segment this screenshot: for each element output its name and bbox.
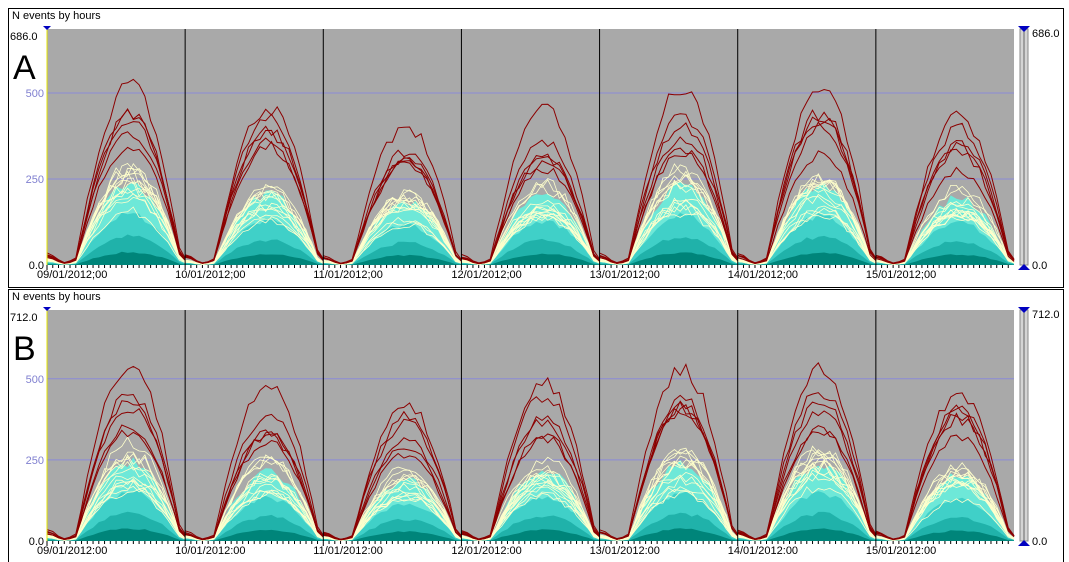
series-line-mid xyxy=(599,486,738,541)
series-line-peak xyxy=(184,384,324,540)
y-tick-label: 0.0 xyxy=(29,536,44,548)
area-fill xyxy=(47,528,186,541)
area-fill xyxy=(737,528,876,541)
series-line-peak xyxy=(875,141,1015,264)
series-line-peak xyxy=(599,149,739,264)
series-line-peak xyxy=(46,121,186,264)
series-line-mid xyxy=(461,211,600,265)
chart-panel-a: 500 250 0.0 09/01/2012;00 10/01/2012;00 11/01… xyxy=(8,8,1064,288)
area-fill xyxy=(461,253,600,265)
y-max-label-b: 712.0 xyxy=(10,312,38,324)
x-tick-label: 12/01/2012:00 xyxy=(451,545,521,557)
series-line-mid xyxy=(599,448,738,541)
y-tick-label: 500 xyxy=(26,88,44,100)
slider-bottom-handle xyxy=(1018,540,1030,546)
series-line-mid xyxy=(599,174,738,265)
series-line-peak xyxy=(46,393,186,540)
series-line-mid xyxy=(875,462,1015,541)
y-min-right-label: 0.0 xyxy=(1032,536,1047,548)
series-line-peak xyxy=(46,78,186,264)
x-tick-label: 09/01/2012;00 xyxy=(37,269,107,281)
x-tick-label: 14/01/2012;00 xyxy=(728,269,798,281)
series-line-mid xyxy=(599,202,738,265)
series-line-peak xyxy=(461,103,601,264)
series-line-peak xyxy=(737,150,877,265)
panel-letter-a: A xyxy=(13,49,36,87)
y-tick-label: 500 xyxy=(26,374,44,386)
chart-panel-b: 500 250 0.0 09/01/2012:00 10/01/2012:00 11/01… xyxy=(8,289,1064,562)
series-line-peak xyxy=(461,167,600,265)
area-fill xyxy=(737,252,876,265)
y-max-label-a: 686.0 xyxy=(10,31,38,43)
series-line-mid xyxy=(875,212,1015,265)
y-max-right-label: 712.0 xyxy=(1032,309,1060,321)
y-tick-label: 250 xyxy=(26,455,44,467)
slider-top-handle xyxy=(1018,307,1030,313)
series-line-peak xyxy=(46,365,186,540)
series-line-peak xyxy=(184,431,324,541)
chart-title-b: N events by hours xyxy=(12,291,101,303)
series-line-peak xyxy=(184,129,324,264)
x-tick-label: 14/01/2012:00 xyxy=(728,545,798,557)
x-tick-label: 10/01/2012;00 xyxy=(175,269,245,281)
series-line-peak xyxy=(46,146,186,264)
area-fill xyxy=(185,529,324,541)
series-line-mid xyxy=(875,498,1015,541)
area-fill xyxy=(185,254,324,265)
series-line-peak xyxy=(323,156,462,265)
area-fill xyxy=(323,531,462,541)
x-tick-label: 11/01/2012;00 xyxy=(313,269,383,281)
area-fill xyxy=(599,528,738,541)
x-tick-label: 09/01/2012:00 xyxy=(37,545,107,557)
series-line-mid xyxy=(46,179,186,265)
series-line-mid xyxy=(323,481,462,541)
series-line-mid xyxy=(46,479,186,541)
chart-title-a: N events by hours xyxy=(12,10,101,22)
slider-top-handle xyxy=(1018,26,1030,32)
area-fill xyxy=(47,251,186,265)
x-tick-label: 12/01/2012;00 xyxy=(451,269,521,281)
series-line-mid xyxy=(737,179,877,265)
area-fill xyxy=(461,529,600,541)
series-line-mid xyxy=(323,220,462,265)
series-line-mid xyxy=(185,185,324,265)
x-tick-label: 10/01/2012:00 xyxy=(175,545,245,557)
area-fill xyxy=(323,254,462,265)
area-fill xyxy=(599,252,738,265)
series-line-mid xyxy=(185,207,324,265)
series-line-peak xyxy=(323,452,462,541)
series-line-mid xyxy=(185,489,324,541)
panel-letter-b: B xyxy=(13,330,36,368)
series-line-peak xyxy=(599,394,739,540)
x-tick-label: 13/01/2012:00 xyxy=(590,545,660,557)
y-min-right-label: 0.0 xyxy=(1032,260,1047,272)
y-tick-label: 0.0 xyxy=(29,260,44,272)
x-tick-label: 15/01/2012;00 xyxy=(866,269,936,281)
y-tick-label: 250 xyxy=(26,174,44,186)
series-line-peak xyxy=(323,418,462,540)
series-line-peak xyxy=(737,88,877,264)
left-slider-handle xyxy=(43,307,51,311)
slider-bottom-handle xyxy=(1018,264,1030,270)
series-line-peak xyxy=(737,410,877,540)
area-fill xyxy=(875,254,1014,265)
series-line-peak xyxy=(599,91,739,264)
y-max-right-label: 686.0 xyxy=(1032,28,1060,40)
series-line-peak xyxy=(461,396,600,540)
area-fill xyxy=(875,530,1014,541)
x-tick-label: 15/01/2012:00 xyxy=(866,545,936,557)
series-line-peak xyxy=(875,405,1015,540)
series-line-mid xyxy=(461,474,600,541)
x-tick-label: 11/01/2012:00 xyxy=(313,545,383,557)
series-line-peak xyxy=(461,435,600,541)
left-slider-handle xyxy=(43,26,51,30)
series-line-mid xyxy=(323,194,462,265)
x-tick-label: 13/01/2012;00 xyxy=(590,269,660,281)
series-line-peak xyxy=(737,116,877,264)
series-line-peak xyxy=(323,126,462,264)
